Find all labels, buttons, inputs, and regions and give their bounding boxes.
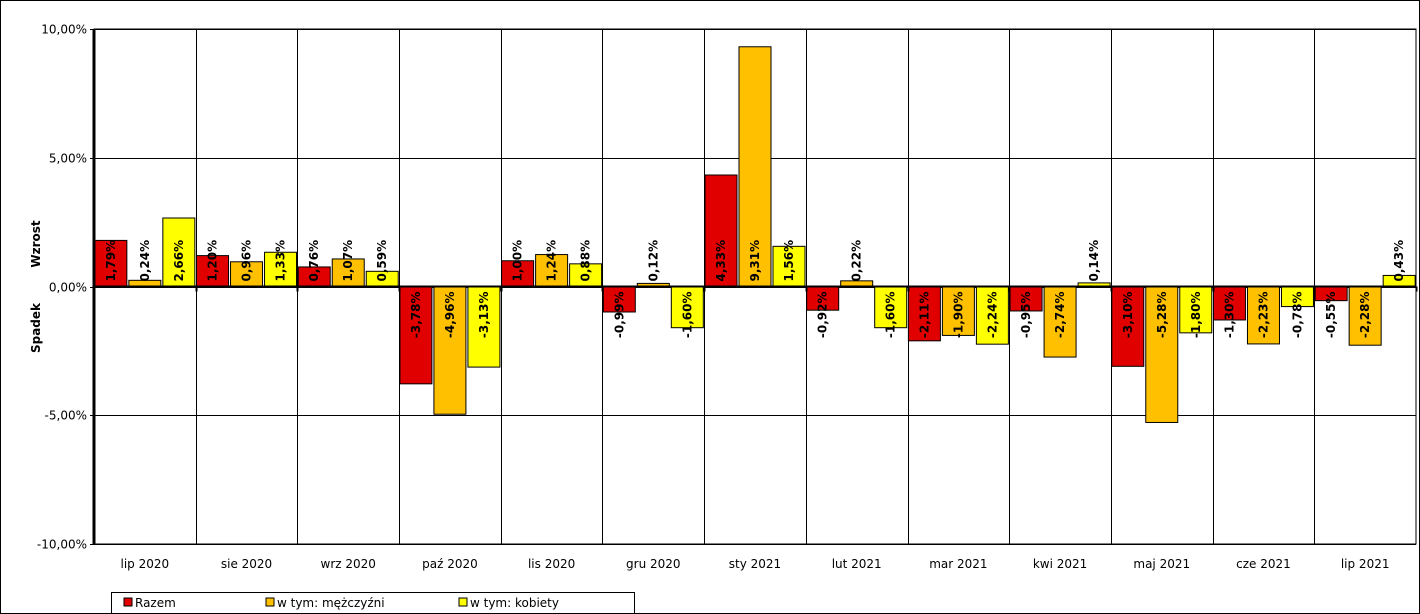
data-label-2-7: -1,60% [884,292,898,339]
x-tick-label: kwi 2021 [1033,557,1087,571]
bar-1-8 [941,286,975,336]
data-label-0-0: 1,79% [104,240,118,282]
data-label-0-6: 4,33% [714,240,728,282]
y-axis-label-positive: Wzrost [29,220,43,268]
bar-2-3 [467,286,501,368]
x-tick-label: sie 2020 [221,557,272,571]
x-tick-label: cze 2021 [1236,557,1291,571]
x-tick-label: gru 2020 [626,557,681,571]
data-label-2-9: 0,14% [1087,240,1101,282]
data-label-1-5: 0,12% [646,240,660,282]
bar-1-3 [433,286,467,415]
data-label-1-8: -1,90% [951,292,965,339]
bar-0-4 [501,260,535,287]
data-label-0-1: 1,20% [206,240,220,282]
bar-2-6 [772,245,806,287]
data-label-0-10: -3,10% [1121,292,1135,339]
legend-swatch-razem [123,597,133,607]
bar-1-11 [1246,286,1280,345]
legend-label-kobiety: w tym: kobiety [470,596,559,610]
bar-1-6 [738,46,772,287]
bar-1-10 [1145,286,1179,423]
bar-0-10 [1111,286,1145,367]
bar-1-2 [331,258,365,288]
bar-0-9 [1009,286,1043,312]
data-label-2-6: 1,56% [782,240,796,282]
data-label-2-4: 0,88% [579,240,593,282]
bar-1-1 [230,261,264,287]
bar-0-8 [907,286,941,342]
legend-label-mezczyzni: w tym: mężczyźni [277,596,385,610]
axis-layer: 10,00% 5,00% 0,00% -5,00% -10,00% lip 2020 sie… [37,23,1418,571]
data-label-2-5: -1,60% [680,292,694,339]
data-label-2-3: -3,13% [477,292,491,339]
y-tick-label: -10,00% [37,538,87,552]
data-label-2-12: 0,43% [1392,240,1406,282]
data-label-1-2: 1,07% [341,240,355,282]
legend-swatch-mezczyzni [265,597,275,607]
data-label-1-3: -4,96% [443,292,457,339]
y-axis-label-negative: Spadek [29,302,43,353]
data-label-1-7: 0,22% [850,240,864,282]
legend: Razem w tym: mężczyźni w tym: kobiety [111,592,635,614]
legend-swatch-kobiety [458,597,468,607]
data-label-1-9: -2,74% [1053,292,1067,339]
data-label-0-2: 0,76% [307,240,321,282]
data-label-2-0: 2,66% [172,240,186,282]
data-label-0-9: -0,95% [1019,292,1033,339]
legend-item-kobiety: w tym: kobiety [458,596,559,610]
data-label-0-7: -0,92% [816,292,830,339]
x-tick-label: lip 2020 [121,557,170,571]
data-label-2-11: -0,78% [1290,292,1304,339]
y-tick-label: 5,00% [49,152,87,166]
bar-0-1 [196,255,230,288]
data-label-1-4: 1,24% [545,240,559,282]
x-tick-label: mar 2021 [929,557,987,571]
data-label-0-12: -0,55% [1324,292,1338,339]
data-label-0-4: 1,00% [511,240,525,282]
x-tick-label: lut 2021 [832,557,882,571]
data-label-1-1: 0,96% [240,240,254,282]
data-label-0-11: -1,30% [1222,292,1236,339]
bar-2-8 [975,286,1009,345]
data-label-0-3: -3,78% [409,292,423,339]
bar-1-4 [535,254,569,288]
legend-label-razem: Razem [135,596,176,610]
y-tick-label: 10,00% [41,23,87,37]
x-tick-label: sty 2021 [729,557,781,571]
x-tick-label: lip 2021 [1341,557,1390,571]
bar-0-6 [704,174,738,287]
x-tick-label: paź 2020 [422,557,478,571]
data-labels-layer: 1,79% 1,20% 0,76% -3,78% 1,00% -0,99% 4,33% -0,… [104,240,1406,338]
legend-item-razem: Razem [123,596,176,610]
x-tick-label: wrz 2020 [321,557,376,571]
bar-0-0 [94,239,128,287]
data-label-2-2: 0,59% [375,240,389,282]
bar-2-0 [162,217,196,288]
data-label-1-6: 9,31% [748,240,762,282]
data-label-1-11: -2,23% [1256,292,1270,339]
bar-2-1 [264,251,298,288]
data-label-0-8: -2,11% [917,292,931,339]
data-label-1-0: 0,24% [138,240,152,282]
bar-0-3 [399,286,433,385]
bar-0-11 [1212,286,1246,321]
bar-2-7 [874,286,908,329]
data-label-2-10: -1,80% [1189,292,1203,339]
x-tick-label: lis 2020 [528,557,575,571]
data-label-0-5: -0,99% [612,292,626,339]
y-tick-label: 0,00% [49,281,87,295]
bar-1-9 [1043,286,1077,358]
bars-layer [94,46,1416,423]
data-label-1-12: -2,28% [1358,292,1372,339]
bar-1-12 [1348,286,1382,346]
data-label-1-10: -5,28% [1155,292,1169,339]
data-label-2-1: 1,33% [274,240,288,282]
legend-item-mezczyzni: w tym: mężczyźni [265,596,385,610]
x-tick-label: maj 2021 [1133,557,1190,571]
data-label-2-8: -2,24% [985,292,999,339]
y-tick-label: -5,00% [45,409,87,423]
